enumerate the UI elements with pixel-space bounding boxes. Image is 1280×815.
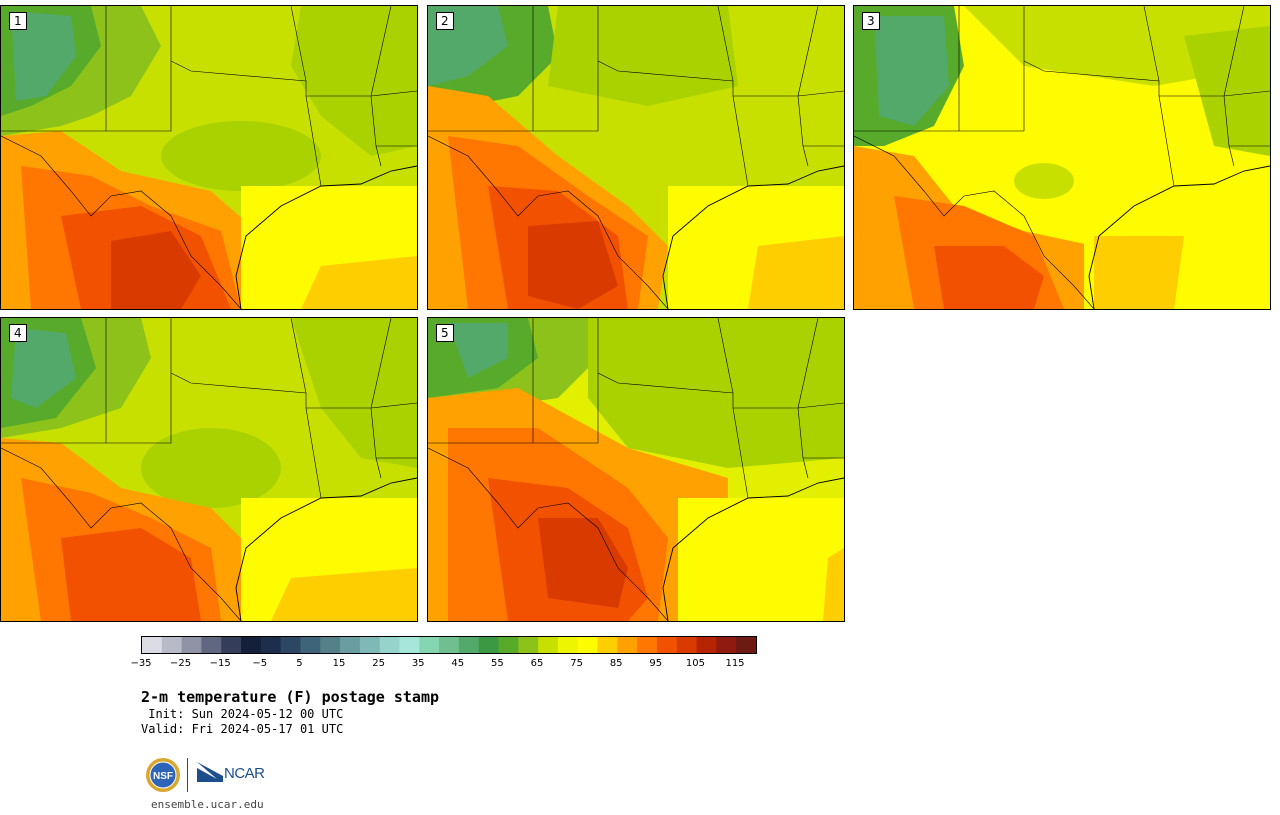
- colorbar-swatch: [716, 637, 737, 653]
- map-panel-5: 5: [427, 317, 845, 622]
- colorbar-swatch: [439, 637, 460, 653]
- map-panel-3: 3: [853, 5, 1271, 310]
- map-panel-1: 1: [0, 5, 418, 310]
- colorbar-swatch: [577, 637, 599, 653]
- valid-time: Valid: Fri 2024-05-17 01 UTC: [141, 722, 344, 736]
- nsf-logo: NSF: [146, 758, 180, 792]
- temperature-map: [1, 318, 417, 621]
- colorbar-swatch: [221, 637, 242, 653]
- colorbar-swatch: [201, 637, 222, 653]
- colorbar-tick-label: 55: [491, 658, 504, 669]
- colorbar: [141, 636, 757, 654]
- colorbar-tick-label: 35: [411, 658, 425, 669]
- colorbar-swatch: [300, 637, 321, 653]
- colorbar-swatch: [181, 637, 202, 653]
- colorbar-swatch: [676, 637, 698, 653]
- colorbar-swatch: [458, 637, 480, 653]
- temperature-map: [428, 6, 844, 309]
- colorbar-swatch: [696, 637, 717, 653]
- chart-title: 2-m temperature (F) postage stamp: [141, 688, 440, 706]
- panel-number: 2: [436, 12, 454, 30]
- colorbar-tick-label: −35: [130, 658, 152, 669]
- panel-number: 3: [862, 12, 880, 30]
- colorbar-tick-label: 95: [649, 658, 663, 669]
- colorbar-swatch: [597, 637, 618, 653]
- website-url: ensemble.ucar.edu: [151, 798, 264, 811]
- colorbar-swatch: [419, 637, 440, 653]
- colorbar-swatch: [617, 637, 638, 653]
- colorbar-swatch: [280, 637, 301, 653]
- ncar-logo-text: NCAR: [224, 765, 265, 782]
- colorbar-swatch: [161, 637, 183, 653]
- colorbar-swatch: [142, 637, 163, 653]
- colorbar-tick-label: 115: [725, 658, 745, 669]
- colorbar-tick-label: −5: [252, 658, 268, 669]
- colorbar-tick-label: −15: [209, 658, 231, 669]
- colorbar-swatch: [340, 637, 361, 653]
- colorbar-tick-label: −25: [170, 658, 192, 669]
- colorbar-tick-label: 65: [530, 658, 544, 669]
- map-panel-2: 2: [427, 5, 845, 310]
- colorbar-swatch: [498, 637, 519, 653]
- svg-text:NSF: NSF: [153, 771, 173, 782]
- colorbar-swatch: [359, 637, 381, 653]
- init-time: Init: Sun 2024-05-12 00 UTC: [141, 707, 344, 721]
- colorbar-tick-label: 45: [451, 658, 465, 669]
- colorbar-tick-label: 105: [685, 658, 705, 669]
- temperature-map: [428, 318, 844, 621]
- colorbar-ticks: −35 −25 −15 −5 5 15 25 35 45 55 65 75 85 95 105 115: [130, 658, 761, 674]
- colorbar-swatch: [736, 637, 757, 653]
- colorbar-swatch: [518, 637, 539, 653]
- temperature-map: [854, 6, 1270, 309]
- colorbar-swatch: [656, 637, 678, 653]
- panel-number: 4: [9, 324, 27, 342]
- logo-divider: [187, 758, 188, 792]
- colorbar-tick-label: 25: [372, 658, 385, 669]
- colorbar-tick-label: 5: [296, 658, 303, 669]
- colorbar-swatch: [241, 637, 262, 653]
- colorbar-tick-label: 15: [332, 658, 346, 669]
- colorbar-swatch: [379, 637, 400, 653]
- colorbar-swatch: [538, 637, 559, 653]
- temperature-map: [1, 6, 417, 309]
- colorbar-swatch: [320, 637, 341, 653]
- panel-number: 1: [9, 12, 27, 30]
- colorbar-tick-label: 85: [609, 658, 623, 669]
- map-panel-4: 4: [0, 317, 418, 622]
- colorbar-swatch: [478, 637, 500, 653]
- colorbar-tick-label: 75: [570, 658, 583, 669]
- colorbar-swatch: [637, 637, 658, 653]
- colorbar-swatch: [557, 637, 579, 653]
- ncar-logo-mark: [197, 762, 223, 782]
- colorbar-swatch: [260, 637, 282, 653]
- colorbar-swatch: [399, 637, 420, 653]
- panel-number: 5: [436, 324, 454, 342]
